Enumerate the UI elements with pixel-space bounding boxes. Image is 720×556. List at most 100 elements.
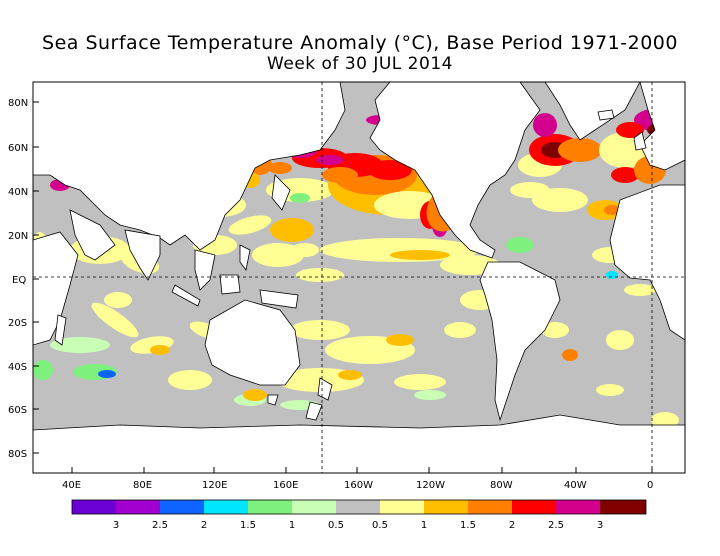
colorbar-label-7: 1 xyxy=(421,520,427,531)
anomaly-patch xyxy=(651,412,679,428)
colorbar-swatch-8 xyxy=(424,500,468,514)
lat-label-80s: 80S xyxy=(8,449,27,460)
anomaly-patch xyxy=(50,337,110,353)
colorbar-swatch-9 xyxy=(468,500,512,514)
lon-label-160e: 160E xyxy=(273,480,298,491)
colorbar-label-8: 1.5 xyxy=(460,520,476,531)
map-area xyxy=(33,82,685,473)
colorbar-label-5: 0.5 xyxy=(328,520,344,531)
land-arabia xyxy=(69,209,116,261)
colorbar-swatch-6 xyxy=(336,500,380,514)
colorbar-swatch-4 xyxy=(248,500,292,514)
land-sumatra xyxy=(171,284,201,307)
anomaly-patch xyxy=(606,271,618,279)
anomaly-patch xyxy=(33,360,53,380)
anomaly-patch xyxy=(533,113,557,137)
anomaly-patch xyxy=(98,370,116,378)
colorbar-swatch-10 xyxy=(512,500,556,514)
anomaly-patch xyxy=(506,237,534,253)
map-title: Sea Surface Temperature Anomaly (°C), Ba… xyxy=(42,32,678,54)
colorbar-swatch-5 xyxy=(292,500,336,514)
land-tasmania xyxy=(267,394,279,406)
land-north-america xyxy=(369,82,541,259)
land-southeast-asia xyxy=(194,249,216,291)
anomaly-patch xyxy=(290,193,310,203)
anomaly-patch xyxy=(270,218,314,242)
anomaly-patch xyxy=(510,182,550,198)
anomaly-patch xyxy=(291,243,319,257)
anomaly-patch xyxy=(541,322,569,338)
lon-label-0: 0 xyxy=(647,480,653,491)
colorbar-label-10: 2.5 xyxy=(548,520,564,531)
land-masses xyxy=(33,82,685,473)
colorbar-swatch-3 xyxy=(204,500,248,514)
anomaly-patch xyxy=(624,284,656,296)
land-greenland xyxy=(544,82,641,141)
land-south-america xyxy=(479,261,561,422)
anomaly-patch xyxy=(596,384,624,396)
lat-label-20n: 20N xyxy=(8,231,28,242)
land-new-guinea xyxy=(259,289,299,309)
lat-label-eq: EQ xyxy=(12,275,26,286)
anomaly-patch xyxy=(616,122,644,138)
lat-label-40s: 40S xyxy=(8,362,27,373)
anomaly-patch xyxy=(243,389,267,401)
colorbar-swatch-2 xyxy=(160,500,204,514)
land-africa-east xyxy=(33,231,79,346)
land-philippines xyxy=(239,244,251,271)
anomaly-patch xyxy=(252,243,304,267)
anomaly-patch xyxy=(296,268,344,282)
colorbar-label-4: 1 xyxy=(289,520,295,531)
anomaly-patch xyxy=(414,390,446,400)
land-eurasia xyxy=(33,82,346,251)
colorbar-label-3: 1.5 xyxy=(240,520,256,531)
lat-label-80n: 80N xyxy=(8,98,28,109)
axis-ticks xyxy=(33,101,653,473)
colorbar-label-6: 0.5 xyxy=(372,520,388,531)
reference-lines xyxy=(33,82,685,473)
lat-label-40n: 40N xyxy=(8,187,28,198)
lon-label-40e: 40E xyxy=(62,480,81,491)
land-europe xyxy=(639,82,685,171)
anomaly-patch xyxy=(338,370,362,380)
land-antarctica xyxy=(33,414,685,473)
anomaly-patch xyxy=(322,167,358,183)
anomaly-patch xyxy=(290,320,350,340)
lat-label-60n: 60N xyxy=(8,143,28,154)
land-japan xyxy=(271,174,291,211)
lon-label-80e: 80E xyxy=(133,480,152,491)
colorbar-swatch-1 xyxy=(116,500,160,514)
anomaly-patch xyxy=(228,215,272,235)
colorbar-swatch-0 xyxy=(72,500,116,514)
anomaly-patch xyxy=(611,167,639,183)
anomaly-patch xyxy=(268,162,292,174)
anomaly-patch xyxy=(394,374,446,390)
land-madagascar xyxy=(54,314,67,346)
anomaly-patch xyxy=(168,370,212,390)
anomaly-patch xyxy=(444,322,476,338)
lon-label-160w: 160W xyxy=(344,480,373,491)
colorbar-swatch-7 xyxy=(380,500,424,514)
colorbar-label-2: 2 xyxy=(201,520,207,531)
lon-label-120w: 120W xyxy=(416,480,445,491)
anomaly-patch xyxy=(390,250,450,260)
colorbar-label-1: 2.5 xyxy=(152,520,168,531)
lat-label-20s: 20S xyxy=(8,318,27,329)
land-india xyxy=(124,229,161,281)
anomaly-patch xyxy=(606,330,634,350)
land-africa-west xyxy=(609,184,685,341)
land-new-zealand-north xyxy=(317,377,333,401)
land-australia xyxy=(204,299,301,386)
lon-label-40w: 40W xyxy=(564,480,587,491)
anomaly-patch xyxy=(104,292,132,308)
anomaly-patch xyxy=(558,138,602,162)
colorbar-swatch-11 xyxy=(556,500,600,514)
anomaly-patch xyxy=(562,349,578,361)
lon-label-80w: 80W xyxy=(490,480,513,491)
anomaly-patch xyxy=(91,302,139,338)
map-subtitle: Week of 30 JUL 2014 xyxy=(267,54,453,74)
anomaly-patch xyxy=(316,155,344,165)
land-iceland xyxy=(597,109,615,121)
colorbar-swatch-12 xyxy=(600,500,646,514)
